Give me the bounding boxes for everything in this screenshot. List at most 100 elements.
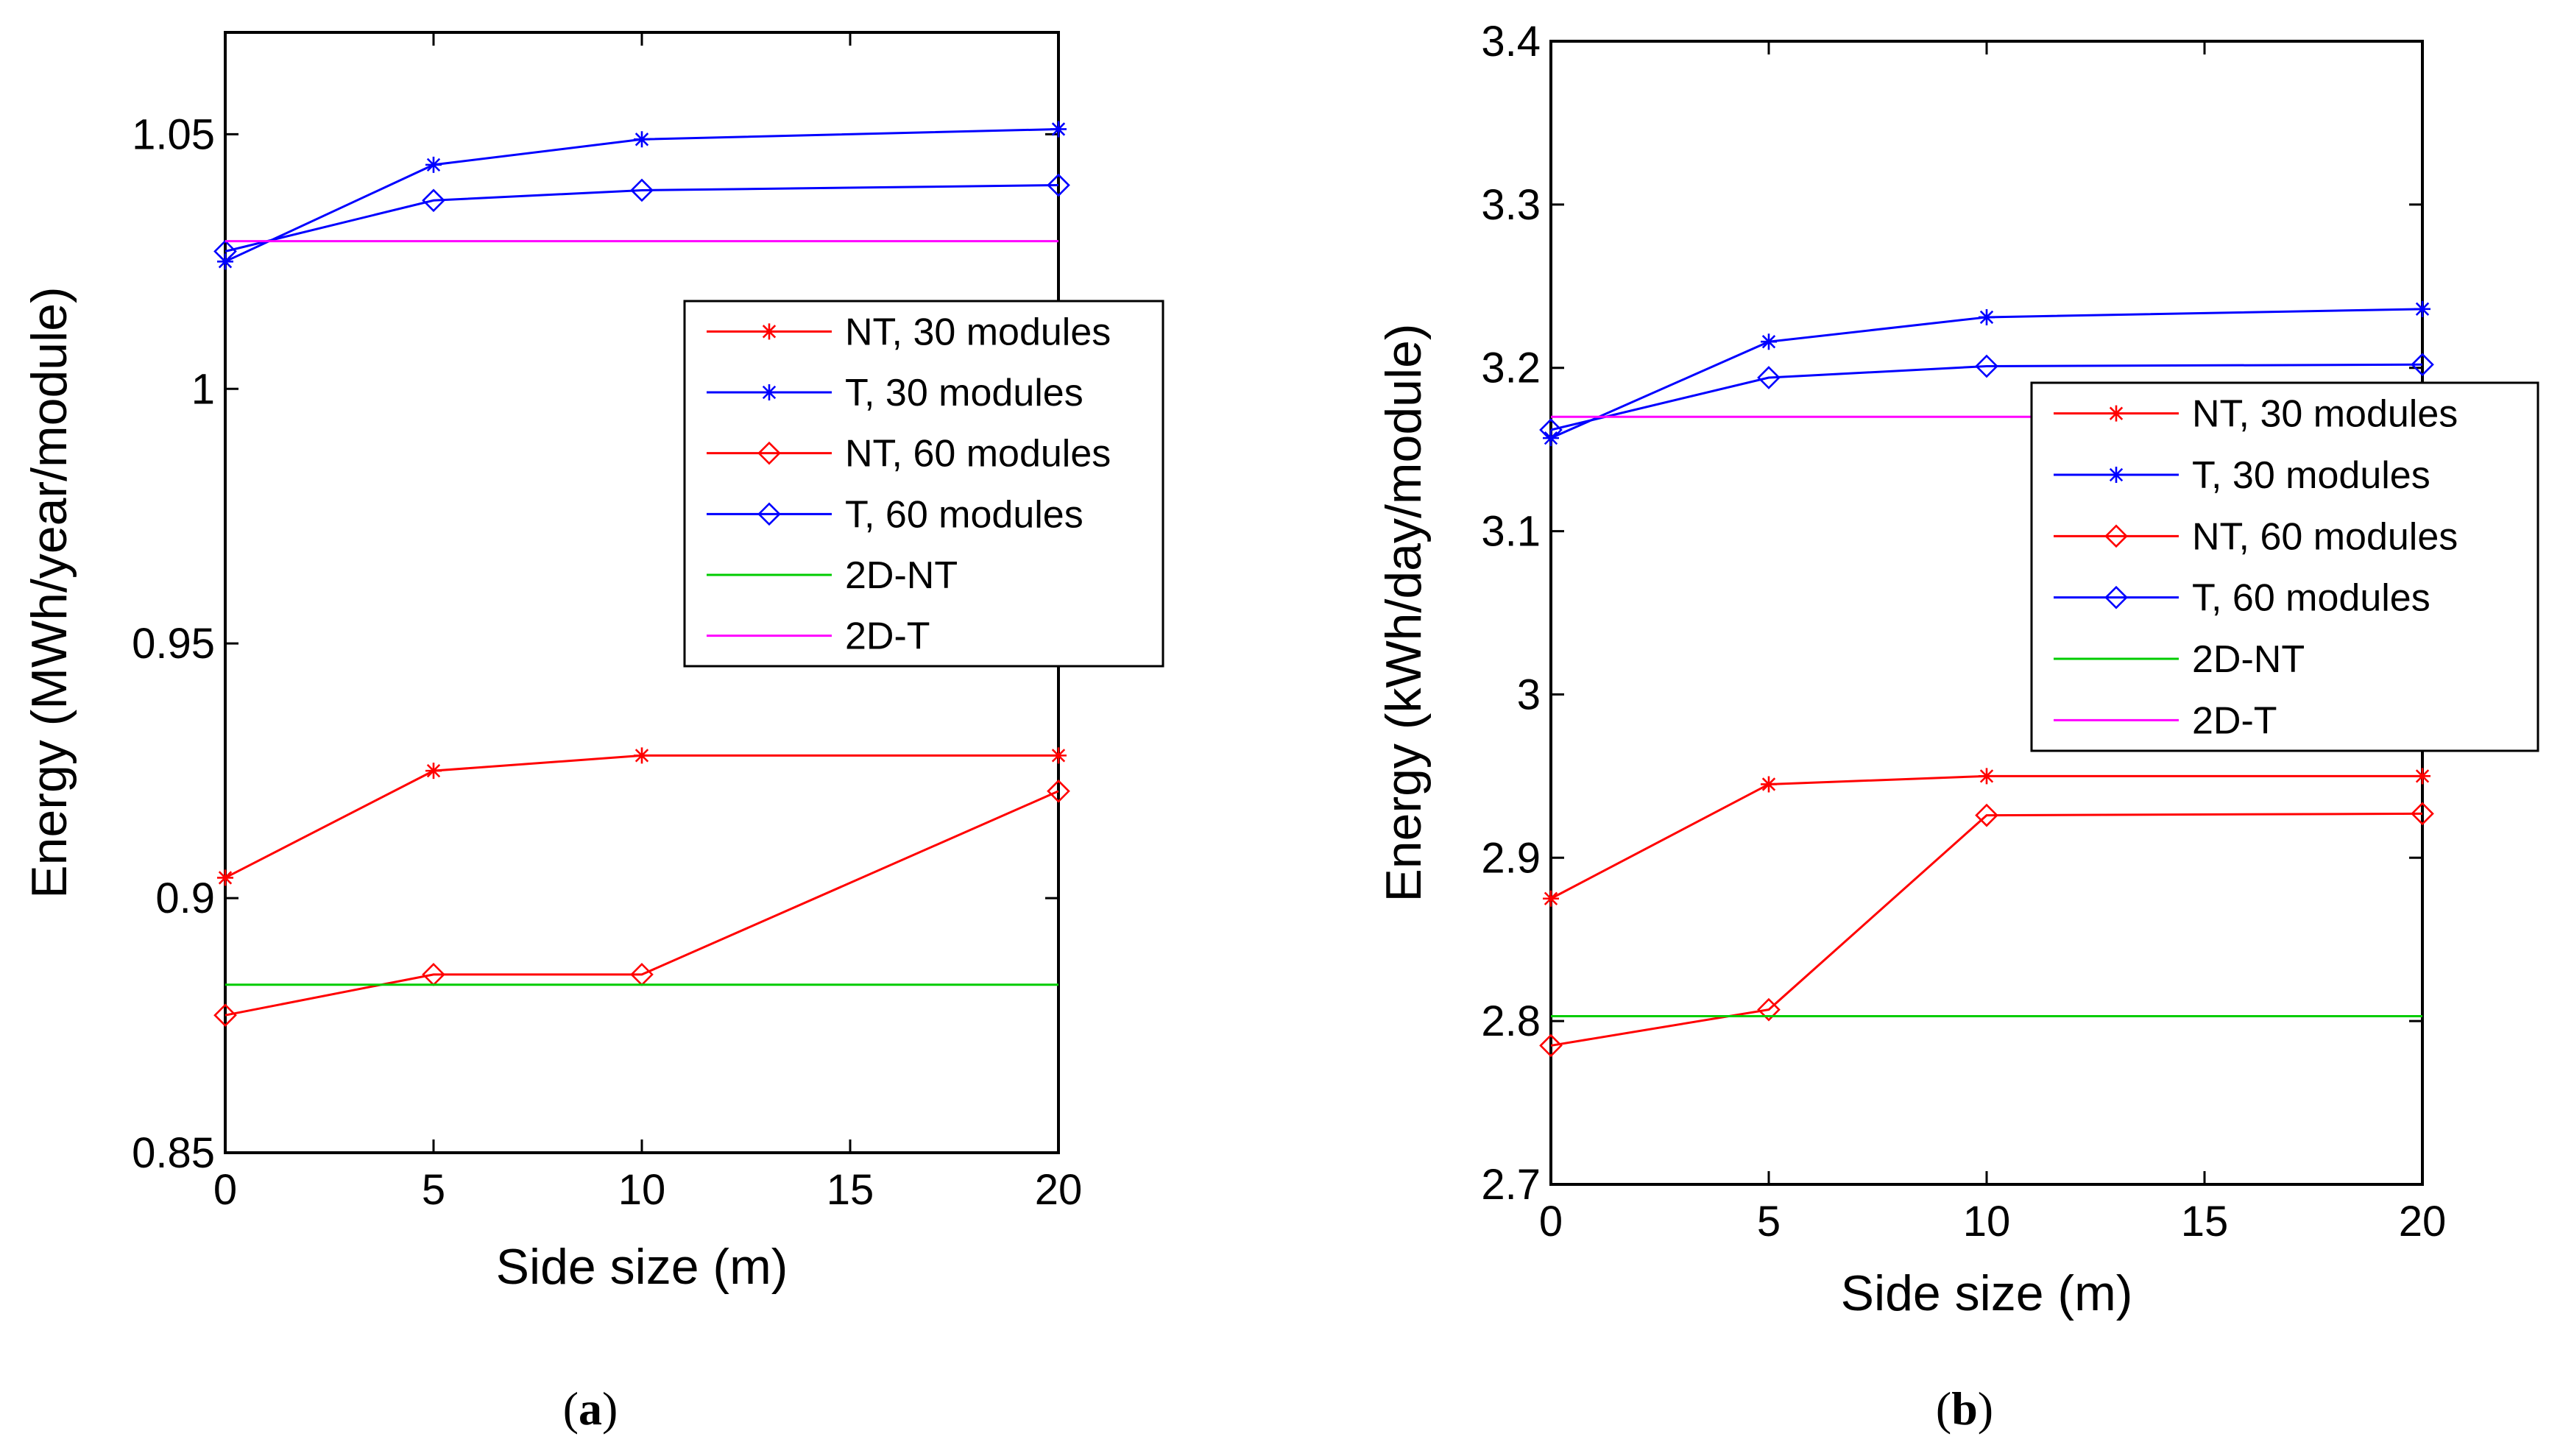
series-line: [1550, 774, 2422, 900]
x-axis-label: Side size (m): [1841, 1265, 2133, 1321]
data-point: [1761, 333, 1777, 350]
legend-label: 2D-NT: [2192, 638, 2305, 681]
legend-marker: [2108, 405, 2124, 422]
legend-label: 2D-NT: [845, 554, 958, 597]
legend-item: 2D-NT: [707, 554, 958, 597]
x-tick-label: 5: [1757, 1198, 1781, 1245]
series-line: [225, 790, 1059, 1017]
legend-marker: [2104, 585, 2128, 609]
y-tick-label: 2.8: [1481, 997, 1541, 1045]
legend-item: NT, 60 modules: [2054, 515, 2458, 558]
caption-open: (: [1936, 1382, 1951, 1435]
x-tick-label: 20: [2399, 1198, 2447, 1245]
caption-open: (: [563, 1382, 579, 1435]
y-tick-label: 3.1: [1481, 508, 1541, 556]
legend-item: NT, 30 modules: [707, 311, 1111, 353]
data-point: [1975, 803, 1998, 827]
data-point: [2411, 353, 2434, 377]
chart-panel-a: 0 5 10 15 20 0.85 0.9 0.95 1 1.05 NT, 30 modules T,…: [21, 31, 1164, 1435]
x-tick-label: 0: [213, 1166, 237, 1214]
y-tick-label: 3.4: [1481, 18, 1541, 66]
panel-caption: (b): [1936, 1382, 1993, 1435]
series-t-30-modules: [1543, 300, 2430, 447]
data-point: [1047, 173, 1070, 197]
caption-close: ): [602, 1382, 618, 1435]
legend-label: 2D-T: [845, 615, 930, 658]
y-tick-label: 0.9: [155, 874, 215, 922]
caption-letter: b: [1951, 1382, 1978, 1435]
series-t-60-modules: [1539, 353, 2434, 442]
data-point: [1979, 308, 1995, 325]
data-point: [425, 156, 442, 173]
x-axis-label: Side size (m): [496, 1239, 788, 1295]
panel-caption: (a): [563, 1382, 618, 1435]
legend-item: NT, 60 modules: [707, 433, 1111, 476]
x-tick-label: 15: [2181, 1198, 2229, 1245]
legend-label: NT, 30 modules: [2192, 393, 2458, 436]
legend-marker: [2108, 467, 2124, 483]
data-point: [217, 869, 233, 886]
legend-label: T, 30 modules: [2192, 454, 2430, 497]
y-axis-label: Energy (kWh/day/module): [1376, 323, 1432, 902]
legend-box: [2030, 381, 2539, 752]
legend-label: NT, 30 modules: [845, 311, 1111, 353]
y-tick-label: 1: [191, 365, 215, 413]
caption-close: ): [1978, 1382, 1993, 1435]
series-line: [1550, 308, 2423, 439]
x-tick-label: 15: [827, 1166, 874, 1214]
data-point: [213, 239, 237, 264]
data-point: [1539, 418, 1563, 442]
data-point: [1050, 121, 1067, 138]
legend-label: NT, 60 modules: [2192, 515, 2458, 558]
data-point: [1975, 354, 1998, 378]
y-tick-label: 1.05: [132, 110, 215, 158]
series-line: [1550, 363, 2423, 431]
series-nt-60-modules: [1539, 802, 2434, 1058]
y-tick-label: 0.85: [132, 1129, 215, 1177]
data-point: [1757, 366, 1781, 389]
data-point: [1543, 890, 1559, 907]
legend-label: NT, 60 modules: [845, 433, 1111, 476]
data-point: [1757, 997, 1781, 1022]
series-nt-30-modules: [1543, 768, 2430, 907]
x-tick-label: 0: [1539, 1198, 1563, 1245]
legend-item: T, 30 modules: [707, 372, 1083, 414]
data-point: [634, 747, 650, 764]
y-tick-label: 3.2: [1481, 344, 1541, 392]
data-point: [630, 178, 654, 202]
legend-item: NT, 30 modules: [2054, 393, 2458, 436]
y-tick-label: 3: [1517, 671, 1541, 718]
x-tick-label: 20: [1035, 1166, 1083, 1214]
data-point: [422, 188, 445, 213]
legend-item: T, 60 modules: [2054, 577, 2430, 620]
series-line: [225, 127, 1059, 263]
data-point: [1539, 1033, 1563, 1058]
legend-marker: [761, 323, 777, 340]
x-tick-label: 10: [1963, 1198, 2011, 1245]
legend-marker: [761, 384, 777, 400]
y-tick-label: 3.3: [1481, 181, 1541, 229]
legend: NT, 30 modules T, 30 modules NT, 60 module…: [683, 300, 1164, 668]
data-point: [1761, 776, 1777, 793]
data-point: [2414, 300, 2430, 317]
legend-label: T, 60 modules: [2192, 577, 2430, 620]
legend-item: T, 30 modules: [2054, 454, 2430, 497]
chart-panel-b: 0 5 10 15 20 2.7 2.8 2.9 3 3.1 3.2 3.3 3.4 NT, 30 mod…: [1376, 18, 2539, 1435]
data-point: [634, 131, 650, 148]
legend-item: 2D-T: [2054, 699, 2277, 742]
data-point: [213, 1003, 237, 1028]
x-tick-label: 10: [618, 1166, 666, 1214]
legend-item: T, 60 modules: [707, 493, 1083, 536]
series-t-60-modules: [213, 173, 1070, 264]
series-line: [1550, 812, 2423, 1047]
series-line: [225, 184, 1059, 252]
legend-marker: [757, 502, 781, 526]
y-tick-label: 2.7: [1481, 1161, 1541, 1209]
legend-label: T, 30 modules: [845, 372, 1083, 414]
data-point: [1543, 430, 1559, 447]
legend-marker: [2104, 524, 2128, 548]
y-axis-label: Energy (MWh/year/module): [21, 286, 77, 898]
legend: NT, 30 modules T, 30 modules NT, 60 module…: [2030, 381, 2539, 752]
data-point: [2411, 802, 2434, 826]
